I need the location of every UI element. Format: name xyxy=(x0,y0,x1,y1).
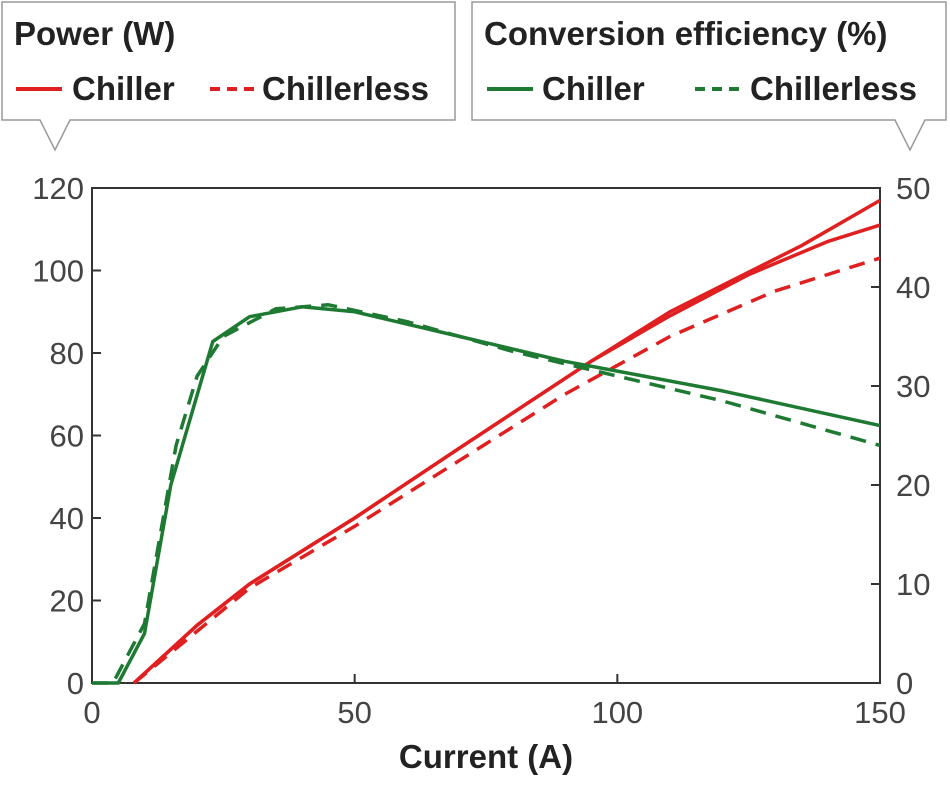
legend-efficiency-chiller-label: Chiller xyxy=(542,70,645,107)
series-power-chillerless xyxy=(132,256,881,685)
y-right-tick-label: 20 xyxy=(896,468,930,503)
series-power-chiller xyxy=(132,223,881,685)
legend-efficiency-title: Conversion efficiency (%) xyxy=(484,15,887,52)
y-right-tick-label: 40 xyxy=(896,270,930,305)
series-efficiency-chiller xyxy=(92,305,881,685)
y-right-tick-label: 50 xyxy=(896,171,930,206)
y-left-tick-label: 20 xyxy=(50,584,84,619)
legend-power: Power (W) Chiller Chillerless xyxy=(1,1,456,152)
legend-efficiency-chillerless-label: Chillerless xyxy=(750,70,917,107)
x-tick-label: 50 xyxy=(337,695,371,730)
y-left-tick-label: 100 xyxy=(32,254,84,289)
y-left-tick-label: 40 xyxy=(50,501,84,536)
legend-power-chillerless-label: Chillerless xyxy=(262,70,429,107)
series-power-chiller xyxy=(132,198,881,685)
legend-power-chiller-label: Chiller xyxy=(72,70,175,107)
x-axis-label: Current (A) xyxy=(399,738,573,775)
y-right-tick-label: 0 xyxy=(896,666,913,701)
plot-frame xyxy=(91,187,881,684)
x-tick-label: 0 xyxy=(83,695,100,730)
series-efficiency-chillerless xyxy=(92,303,881,685)
y-right-tick-label: 10 xyxy=(896,567,930,602)
legend-efficiency: Conversion efficiency (%) Chiller Chille… xyxy=(471,1,947,152)
y-left-tick-label: 0 xyxy=(67,666,84,701)
x-tick-label: 150 xyxy=(854,695,906,730)
y-left-tick-label: 80 xyxy=(50,336,84,371)
legend-power-title: Power (W) xyxy=(14,15,175,52)
y-left-tick-label: 120 xyxy=(32,171,84,206)
x-tick-label: 100 xyxy=(591,695,643,730)
y-right-tick-label: 30 xyxy=(896,369,930,404)
y-left-tick-label: 60 xyxy=(50,419,84,454)
